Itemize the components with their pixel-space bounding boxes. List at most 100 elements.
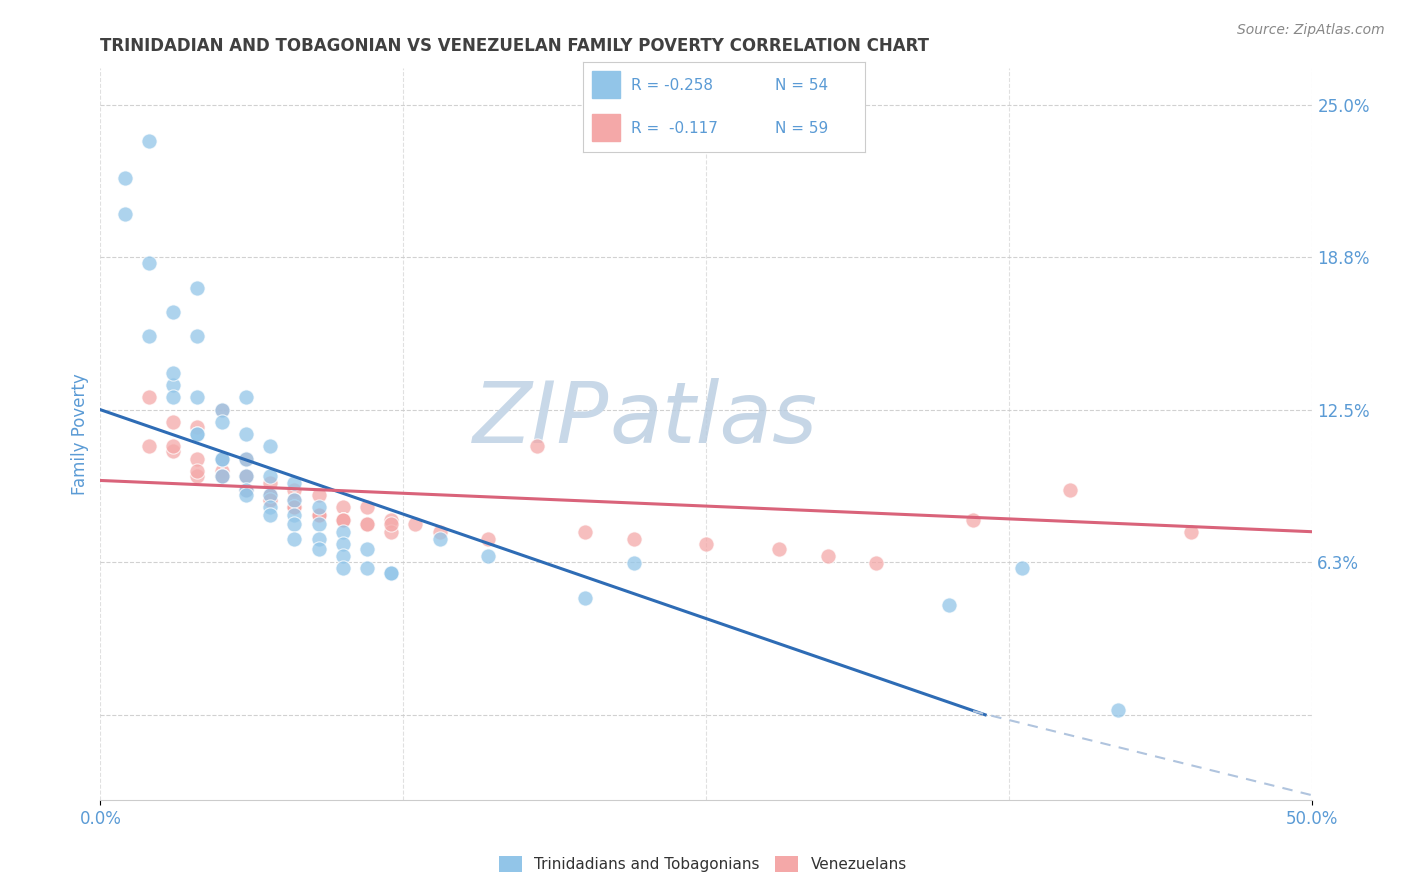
Point bbox=[332, 524, 354, 539]
Point bbox=[162, 378, 184, 392]
Text: Source: ZipAtlas.com: Source: ZipAtlas.com bbox=[1237, 23, 1385, 37]
Legend: Trinidadians and Tobagonians, Venezuelans: Trinidadians and Tobagonians, Venezuelan… bbox=[492, 848, 914, 880]
Point bbox=[308, 508, 330, 522]
Point bbox=[235, 483, 257, 498]
Point bbox=[308, 508, 330, 522]
Text: ZIP: ZIP bbox=[474, 378, 609, 461]
Point bbox=[235, 468, 257, 483]
Point bbox=[235, 468, 257, 483]
Point bbox=[817, 549, 839, 563]
Point bbox=[962, 512, 984, 526]
Point bbox=[380, 512, 402, 526]
Bar bbox=[592, 71, 620, 98]
Point bbox=[162, 366, 184, 380]
Point bbox=[283, 500, 305, 515]
Point bbox=[332, 512, 354, 526]
Point bbox=[235, 483, 257, 498]
Point bbox=[259, 500, 281, 515]
Point bbox=[865, 557, 887, 571]
Point bbox=[162, 444, 184, 458]
Point bbox=[695, 537, 717, 551]
Point bbox=[259, 493, 281, 508]
Point bbox=[162, 415, 184, 429]
Point bbox=[211, 468, 233, 483]
Point bbox=[186, 451, 208, 466]
Point bbox=[332, 549, 354, 563]
Point bbox=[1011, 561, 1033, 575]
Point bbox=[211, 402, 233, 417]
Point bbox=[429, 524, 451, 539]
Point bbox=[356, 517, 378, 532]
Point bbox=[235, 427, 257, 442]
Point bbox=[477, 532, 499, 546]
Point bbox=[138, 329, 160, 343]
Text: R =  -0.117: R = -0.117 bbox=[631, 121, 718, 136]
Point bbox=[186, 464, 208, 478]
Point bbox=[235, 391, 257, 405]
Point bbox=[211, 402, 233, 417]
Point bbox=[235, 488, 257, 502]
Point bbox=[308, 517, 330, 532]
Point bbox=[283, 493, 305, 508]
Point bbox=[283, 500, 305, 515]
Point bbox=[186, 419, 208, 434]
Point bbox=[938, 598, 960, 612]
Point bbox=[283, 500, 305, 515]
Point bbox=[162, 439, 184, 453]
Point bbox=[308, 508, 330, 522]
Point bbox=[211, 451, 233, 466]
Point bbox=[235, 451, 257, 466]
Point bbox=[235, 468, 257, 483]
Point bbox=[380, 566, 402, 581]
Point bbox=[138, 439, 160, 453]
Point bbox=[1180, 524, 1202, 539]
Point bbox=[623, 557, 645, 571]
Point bbox=[332, 512, 354, 526]
Point bbox=[259, 475, 281, 490]
Point bbox=[283, 532, 305, 546]
Point bbox=[574, 591, 596, 605]
Point bbox=[186, 468, 208, 483]
Point bbox=[308, 508, 330, 522]
Point bbox=[259, 439, 281, 453]
Point bbox=[259, 508, 281, 522]
Point bbox=[283, 508, 305, 522]
Point bbox=[332, 512, 354, 526]
Point bbox=[162, 305, 184, 319]
Point bbox=[332, 500, 354, 515]
Text: N = 54: N = 54 bbox=[775, 78, 828, 93]
Point bbox=[332, 512, 354, 526]
Point bbox=[283, 483, 305, 498]
Point bbox=[114, 170, 136, 185]
Point bbox=[211, 468, 233, 483]
Point bbox=[623, 532, 645, 546]
Point bbox=[138, 256, 160, 270]
Point bbox=[1108, 703, 1130, 717]
Text: TRINIDADIAN AND TOBAGONIAN VS VENEZUELAN FAMILY POVERTY CORRELATION CHART: TRINIDADIAN AND TOBAGONIAN VS VENEZUELAN… bbox=[100, 37, 929, 55]
Y-axis label: Family Poverty: Family Poverty bbox=[72, 373, 89, 495]
Text: R = -0.258: R = -0.258 bbox=[631, 78, 713, 93]
Point bbox=[138, 134, 160, 148]
Point bbox=[186, 280, 208, 294]
Point bbox=[380, 566, 402, 581]
Point bbox=[235, 483, 257, 498]
Point bbox=[477, 549, 499, 563]
Point bbox=[211, 464, 233, 478]
Point bbox=[405, 517, 427, 532]
Point bbox=[380, 524, 402, 539]
Point bbox=[429, 532, 451, 546]
Bar bbox=[592, 114, 620, 141]
Point bbox=[186, 427, 208, 442]
Point bbox=[308, 488, 330, 502]
Point bbox=[259, 488, 281, 502]
Point bbox=[186, 391, 208, 405]
Point bbox=[162, 391, 184, 405]
Point bbox=[356, 500, 378, 515]
Point bbox=[356, 517, 378, 532]
Point bbox=[768, 541, 790, 556]
Point bbox=[235, 483, 257, 498]
Point bbox=[114, 207, 136, 221]
Point bbox=[138, 391, 160, 405]
Point bbox=[308, 532, 330, 546]
Text: N = 59: N = 59 bbox=[775, 121, 828, 136]
